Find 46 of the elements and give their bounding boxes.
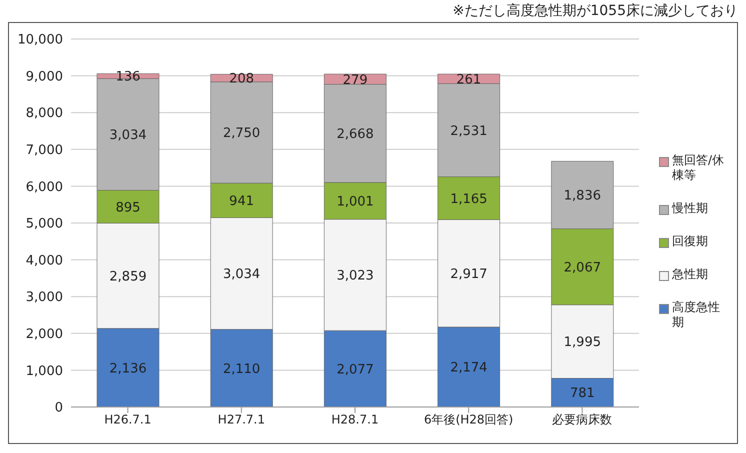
- x-tick-label: H26.7.1: [104, 412, 152, 427]
- data-label: 3,034: [222, 267, 260, 282]
- x-tick-label: H27.7.1: [218, 412, 265, 427]
- data-label: 2,077: [336, 362, 374, 378]
- data-label: 1,995: [564, 335, 602, 350]
- legend-label: 高度急性期: [672, 300, 721, 330]
- data-label: 2,531: [450, 124, 488, 139]
- text: ※ただし高度急性期が1055床に減少しており: [452, 2, 738, 20]
- data-label: 2,110: [222, 362, 260, 377]
- y-tick-label: 3,000: [26, 290, 63, 306]
- y-tick-label: 0: [54, 400, 63, 416]
- y-tick-label: 4,000: [26, 253, 63, 268]
- y-tick-label: 10,000: [18, 32, 63, 48]
- legend-label: 無回答/休棟等: [672, 153, 726, 183]
- data-label: 2,859: [109, 269, 147, 284]
- legend-label: 慢性期: [672, 201, 709, 216]
- data-label: 781: [570, 386, 595, 402]
- x-tick-label: H28.7.1: [331, 412, 379, 427]
- data-label: 2,750: [222, 126, 260, 142]
- y-tick-label: 7,000: [26, 143, 63, 158]
- data-label: 941: [229, 194, 254, 209]
- data-label: 1,165: [450, 192, 488, 207]
- y-tick-label: 5,000: [26, 216, 63, 232]
- x-tick-label: 必要病床数: [552, 412, 612, 427]
- text: 急性期: [672, 267, 709, 282]
- data-label: 3,034: [109, 128, 147, 144]
- y-tick-label: 9,000: [26, 69, 63, 84]
- data-label: 208: [229, 72, 254, 87]
- data-label: 2,174: [450, 360, 488, 376]
- legend-label: 回復期: [672, 234, 709, 249]
- data-label: 2,668: [336, 127, 374, 142]
- y-tick-label: 1,000: [26, 364, 63, 379]
- data-label: 261: [456, 72, 482, 88]
- data-label: 895: [116, 200, 140, 216]
- data-label: 3,023: [336, 268, 374, 284]
- data-label: 136: [116, 70, 140, 85]
- x-tick-label: 6年後(H28回答): [424, 412, 514, 427]
- data-label: 2,136: [109, 361, 147, 376]
- data-label: 1,836: [564, 188, 602, 204]
- y-tick-label: 6,000: [26, 180, 63, 195]
- y-tick-label: 8,000: [26, 106, 63, 122]
- data-label: 2,067: [564, 260, 602, 276]
- data-label: 1,001: [336, 194, 374, 210]
- y-tick-label: 2,000: [26, 327, 63, 342]
- data-label: 2,917: [450, 266, 488, 282]
- data-label: 279: [342, 72, 368, 88]
